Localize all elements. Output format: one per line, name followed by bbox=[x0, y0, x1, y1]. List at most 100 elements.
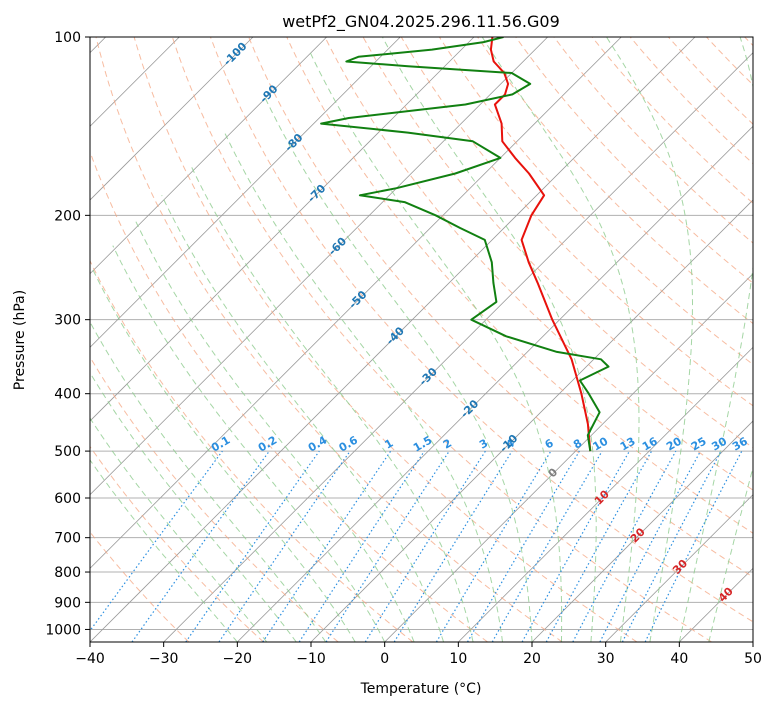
isotherm-label: -40 bbox=[384, 324, 407, 347]
y-axis-ticks: 1000 900 800 700 600 500 400 300 200 100 bbox=[45, 30, 90, 638]
mixing-ratio-label: 6 bbox=[543, 436, 556, 451]
mixing-ratio-line bbox=[131, 450, 270, 642]
y-axis-label: Pressure (hPa) bbox=[12, 290, 28, 390]
dry-adiabat-line bbox=[90, 445, 264, 642]
dry-adiabat-line bbox=[515, 37, 753, 284]
y-tick-label: 300 bbox=[54, 313, 81, 329]
isotherm-line bbox=[90, 37, 475, 422]
isotherm-line bbox=[531, 420, 753, 642]
x-tick-label: −10 bbox=[296, 651, 326, 667]
moist-adiabat-line bbox=[606, 37, 693, 642]
y-tick-label: 100 bbox=[54, 30, 81, 46]
x-tick-label: 10 bbox=[449, 651, 467, 667]
mixing-ratio-line bbox=[572, 450, 677, 642]
isotherm-line bbox=[90, 37, 622, 569]
dry-adiabat-line bbox=[629, 37, 753, 165]
x-tick-label: 40 bbox=[670, 651, 688, 667]
y-tick-label: 900 bbox=[54, 595, 81, 611]
dry-adiabat-line bbox=[706, 37, 753, 86]
isotherm-line bbox=[679, 567, 753, 642]
isotherm-line bbox=[90, 37, 548, 496]
mixing-ratio-line bbox=[545, 450, 653, 642]
dry-adiabat-line bbox=[438, 37, 753, 366]
temperature-profile-line bbox=[489, 37, 592, 452]
mixing-ratio-label: 2 bbox=[441, 437, 454, 452]
x-tick-label: 20 bbox=[523, 651, 541, 667]
dry-adiabat-line bbox=[744, 37, 753, 47]
dry-adiabat-line bbox=[90, 531, 190, 642]
x-axis-ticks: −40 −30 −20 −10 0 10 20 30 40 50 bbox=[75, 642, 762, 667]
y-tick-label: 500 bbox=[54, 444, 81, 460]
isotherm-line bbox=[752, 641, 753, 642]
y-tick-label: 1000 bbox=[45, 622, 81, 638]
isotherm-label: 20 bbox=[628, 525, 648, 545]
mixing-ratio-line bbox=[393, 450, 513, 642]
moist-adiabat-line bbox=[90, 321, 327, 642]
y-tick-label: 400 bbox=[54, 387, 81, 403]
chart-title: wetPf2_GN04.2025.296.11.56.G09 bbox=[282, 12, 560, 32]
isotherm-label: 30 bbox=[670, 557, 690, 577]
moist-adiabat-line bbox=[161, 195, 445, 642]
moist-adiabat-line bbox=[90, 417, 268, 642]
x-tick-label: 0 bbox=[380, 651, 389, 667]
moist-adiabat-line bbox=[708, 465, 753, 642]
isotherm-label: -90 bbox=[257, 82, 280, 105]
y-tick-label: 600 bbox=[54, 491, 81, 507]
isotherm-label: -30 bbox=[417, 365, 440, 388]
mixing-ratio-line bbox=[521, 450, 631, 642]
mixing-ratio-line bbox=[298, 450, 425, 642]
isotherm-line bbox=[384, 273, 753, 642]
dry-adiabat-line bbox=[95, 37, 563, 642]
moist-adiabat-line bbox=[190, 165, 474, 642]
mixing-ratio-line bbox=[599, 450, 702, 642]
dry-adiabat-line bbox=[362, 37, 753, 449]
moist-adiabat-line bbox=[678, 37, 753, 642]
x-tick-label: −20 bbox=[223, 651, 253, 667]
dry-adiabat-line bbox=[210, 37, 753, 623]
moist-adiabat-line bbox=[308, 49, 563, 642]
mixing-ratio-line bbox=[325, 450, 450, 642]
y-tick-label: 700 bbox=[54, 531, 81, 547]
plot-frame bbox=[89, 36, 754, 643]
x-tick-label: −40 bbox=[75, 651, 105, 667]
dry-adiabat-line bbox=[90, 356, 339, 642]
dry-adiabat-line bbox=[90, 259, 414, 642]
isotherm-label: -80 bbox=[282, 131, 305, 154]
isotherm-label: 0 bbox=[546, 465, 561, 480]
x-tick-label: −30 bbox=[149, 651, 179, 667]
moist-adiabat-line bbox=[112, 245, 386, 642]
moist-adiabat-line bbox=[90, 459, 238, 642]
x-tick-label: 50 bbox=[744, 651, 762, 667]
moist-adiabat-line bbox=[381, 37, 597, 642]
dry-adiabat-line bbox=[668, 37, 753, 125]
isotherm-label: -100 bbox=[221, 39, 250, 68]
mixing-ratio-line bbox=[466, 450, 580, 642]
isotherm-line bbox=[163, 52, 753, 642]
isotherm-label: -70 bbox=[305, 182, 328, 205]
isotherm-label: -50 bbox=[346, 288, 369, 311]
x-tick-label: 30 bbox=[597, 651, 615, 667]
x-axis-label: Temperature (°C) bbox=[360, 681, 482, 697]
mixing-ratio-line bbox=[185, 450, 320, 642]
dry-adiabat-line bbox=[133, 37, 638, 642]
mixing-ratio-line bbox=[644, 450, 743, 642]
isotherm-line bbox=[90, 37, 254, 201]
dewpoint-profile-line bbox=[320, 37, 610, 452]
isotherm-line bbox=[90, 37, 327, 275]
y-tick-label: 800 bbox=[54, 565, 81, 581]
isotherm-line bbox=[310, 199, 753, 642]
mixing-ratio-line bbox=[364, 450, 486, 642]
isotherm-line bbox=[90, 37, 401, 348]
mixing-ratio-line bbox=[262, 450, 392, 642]
mixing-ratio-line bbox=[218, 450, 351, 642]
y-tick-label: 200 bbox=[54, 208, 81, 224]
moist-adiabat-line bbox=[224, 132, 503, 642]
dry-adiabat-line bbox=[591, 37, 753, 204]
moist-adiabat-line bbox=[481, 37, 640, 642]
dry-adiabat-line bbox=[400, 37, 753, 407]
moist-adiabat-line bbox=[90, 371, 297, 642]
isotherm-line bbox=[90, 37, 696, 642]
moist-adiabat-line bbox=[263, 94, 533, 642]
dry-adiabat-line bbox=[553, 37, 753, 244]
